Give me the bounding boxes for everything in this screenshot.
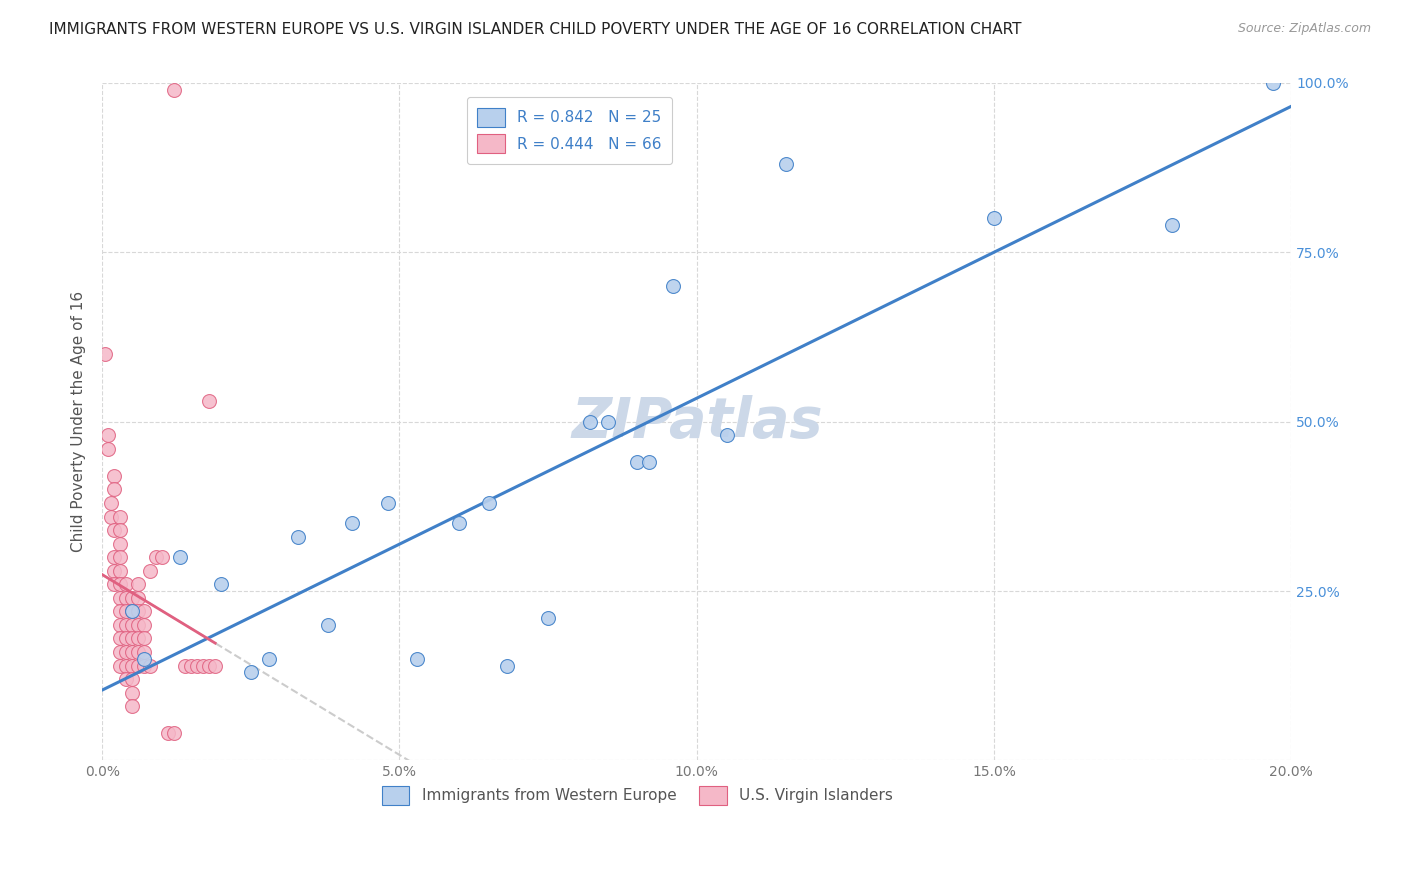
Point bbox=[121, 645, 143, 659]
Point bbox=[478, 496, 501, 510]
Point bbox=[662, 279, 685, 293]
Point bbox=[537, 611, 560, 625]
Point bbox=[108, 550, 131, 565]
Point bbox=[127, 604, 149, 618]
Point bbox=[127, 632, 149, 646]
Point bbox=[287, 530, 309, 544]
Point bbox=[150, 550, 173, 565]
Point bbox=[132, 658, 155, 673]
Point bbox=[115, 632, 138, 646]
Point bbox=[97, 442, 120, 456]
Point bbox=[127, 618, 149, 632]
Point bbox=[121, 686, 143, 700]
Point bbox=[775, 157, 797, 171]
Point bbox=[115, 577, 138, 591]
Point bbox=[103, 564, 125, 578]
Point bbox=[983, 211, 1005, 226]
Point bbox=[145, 550, 167, 565]
Point bbox=[94, 347, 117, 361]
Point bbox=[108, 564, 131, 578]
Point bbox=[108, 523, 131, 537]
Point bbox=[127, 591, 149, 605]
Point bbox=[121, 672, 143, 686]
Point bbox=[103, 577, 125, 591]
Point bbox=[204, 658, 226, 673]
Point bbox=[115, 672, 138, 686]
Point bbox=[596, 415, 619, 429]
Point bbox=[121, 632, 143, 646]
Point bbox=[193, 658, 215, 673]
Point bbox=[115, 604, 138, 618]
Point bbox=[108, 658, 131, 673]
Point bbox=[103, 550, 125, 565]
Point bbox=[132, 632, 155, 646]
Point bbox=[638, 455, 661, 469]
Point bbox=[108, 604, 131, 618]
Point bbox=[139, 658, 162, 673]
Point bbox=[447, 516, 470, 531]
Point bbox=[180, 658, 202, 673]
Point bbox=[127, 645, 149, 659]
Point bbox=[239, 665, 262, 680]
Point bbox=[115, 591, 138, 605]
Point bbox=[169, 550, 191, 565]
Point bbox=[132, 652, 155, 666]
Point bbox=[209, 577, 232, 591]
Point bbox=[198, 658, 221, 673]
Y-axis label: Child Poverty Under the Age of 16: Child Poverty Under the Age of 16 bbox=[72, 291, 86, 552]
Point bbox=[377, 496, 399, 510]
Point bbox=[406, 652, 429, 666]
Point bbox=[139, 564, 162, 578]
Point bbox=[578, 415, 600, 429]
Point bbox=[162, 726, 184, 740]
Point bbox=[186, 658, 208, 673]
Point bbox=[100, 509, 122, 524]
Point bbox=[156, 726, 179, 740]
Text: Source: ZipAtlas.com: Source: ZipAtlas.com bbox=[1237, 22, 1371, 36]
Point bbox=[103, 468, 125, 483]
Point bbox=[198, 394, 221, 409]
Point bbox=[97, 428, 120, 442]
Point bbox=[132, 604, 155, 618]
Point bbox=[257, 652, 280, 666]
Point bbox=[162, 83, 184, 97]
Point bbox=[495, 658, 517, 673]
Point bbox=[174, 658, 197, 673]
Point bbox=[108, 645, 131, 659]
Point bbox=[115, 645, 138, 659]
Legend: Immigrants from Western Europe, U.S. Virgin Islanders: Immigrants from Western Europe, U.S. Vir… bbox=[373, 777, 903, 814]
Point bbox=[108, 632, 131, 646]
Point bbox=[115, 618, 138, 632]
Text: IMMIGRANTS FROM WESTERN EUROPE VS U.S. VIRGIN ISLANDER CHILD POVERTY UNDER THE A: IMMIGRANTS FROM WESTERN EUROPE VS U.S. V… bbox=[49, 22, 1022, 37]
Point bbox=[108, 618, 131, 632]
Point bbox=[115, 658, 138, 673]
Point bbox=[626, 455, 648, 469]
Point bbox=[103, 523, 125, 537]
Point bbox=[121, 618, 143, 632]
Point bbox=[108, 536, 131, 550]
Point bbox=[103, 483, 125, 497]
Text: ZIPatlas: ZIPatlas bbox=[571, 394, 823, 449]
Point bbox=[340, 516, 363, 531]
Point bbox=[716, 428, 738, 442]
Point bbox=[127, 577, 149, 591]
Point bbox=[316, 618, 339, 632]
Point bbox=[121, 699, 143, 714]
Point bbox=[1161, 218, 1184, 232]
Point bbox=[1263, 76, 1285, 90]
Point bbox=[132, 618, 155, 632]
Point bbox=[121, 604, 143, 618]
Point bbox=[108, 577, 131, 591]
Point bbox=[132, 645, 155, 659]
Point bbox=[127, 658, 149, 673]
Point bbox=[100, 496, 122, 510]
Point bbox=[108, 509, 131, 524]
Point bbox=[121, 658, 143, 673]
Point bbox=[108, 591, 131, 605]
Point bbox=[121, 591, 143, 605]
Point bbox=[121, 604, 143, 618]
